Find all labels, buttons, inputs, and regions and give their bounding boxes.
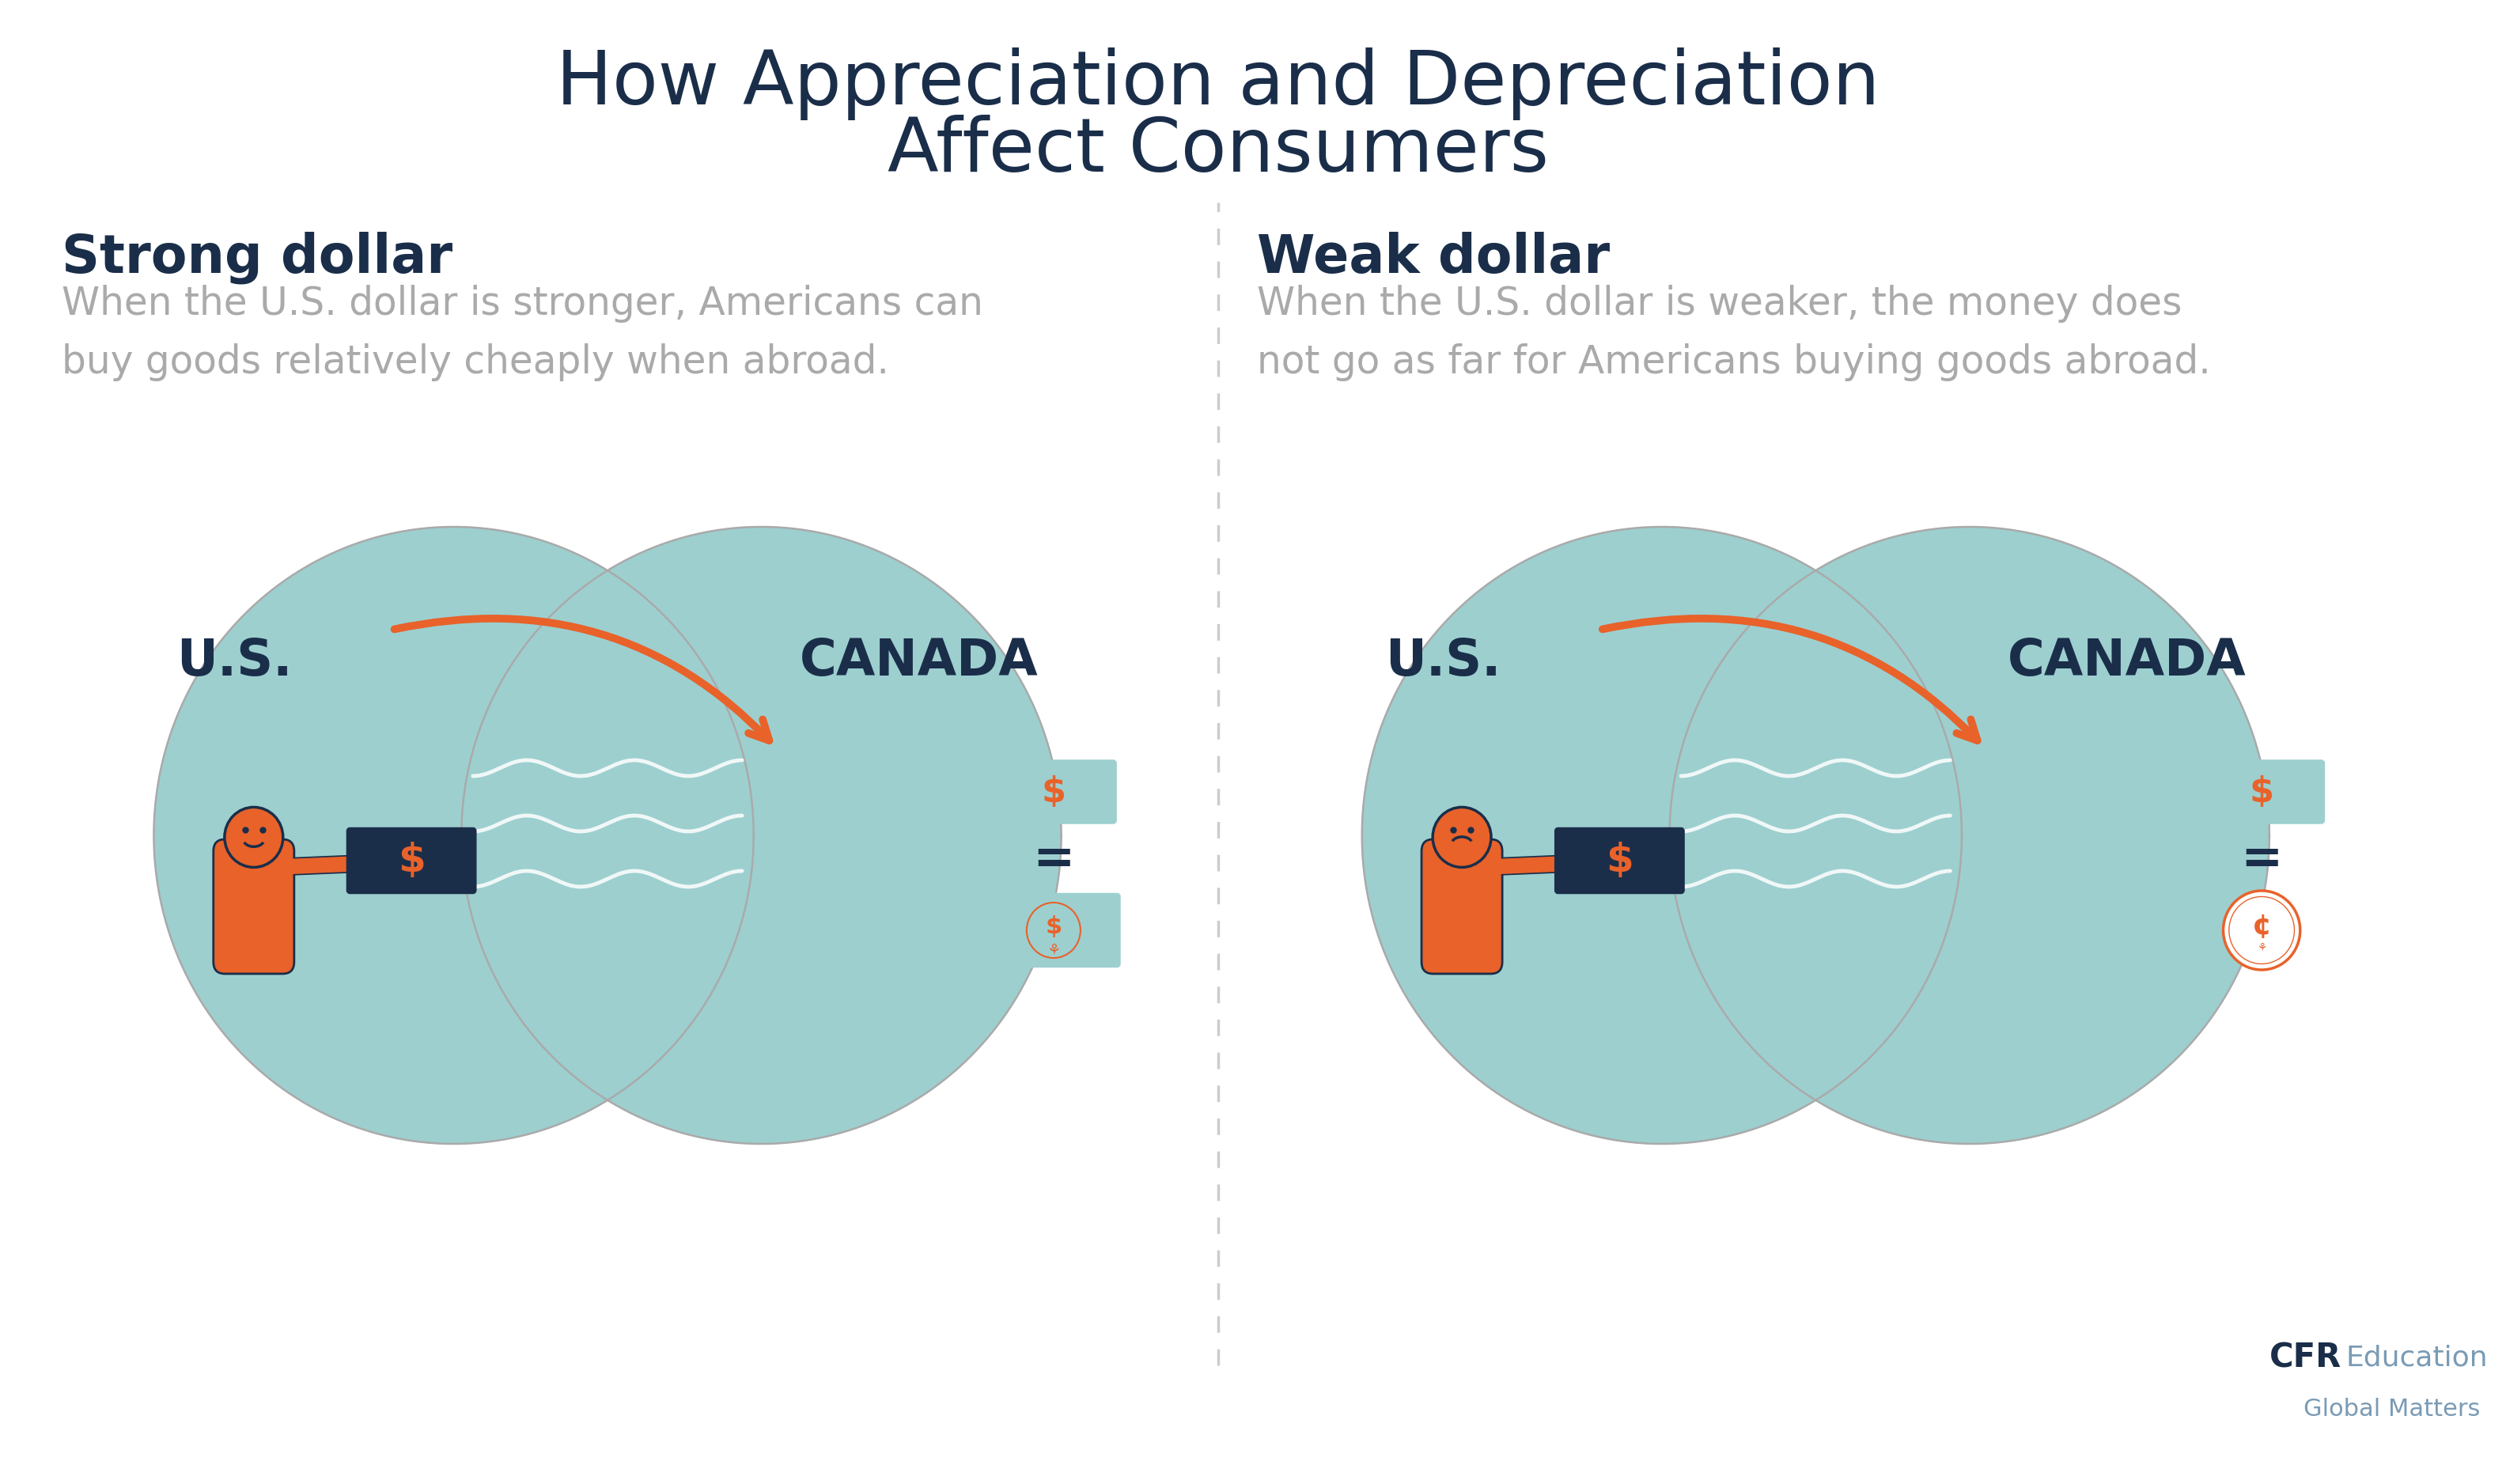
Text: U.S.: U.S. [178,637,293,686]
Text: U.S.: U.S. [1386,637,1501,686]
Text: When the U.S. dollar is stronger, Americans can
buy goods relatively cheaply whe: When the U.S. dollar is stronger, Americ… [63,285,982,381]
Text: ⚘: ⚘ [1048,942,1060,957]
FancyBboxPatch shape [987,895,1120,966]
Text: $: $ [1042,775,1065,809]
FancyBboxPatch shape [2200,761,2323,822]
Text: ¢: ¢ [2253,913,2270,939]
FancyBboxPatch shape [992,761,1115,822]
Circle shape [226,807,283,867]
Text: CFR: CFR [2270,1342,2341,1374]
Polygon shape [461,527,1060,1144]
Text: =: = [2240,834,2283,883]
FancyBboxPatch shape [213,840,293,974]
Text: $: $ [1606,841,1634,880]
Text: CANADA: CANADA [2007,637,2245,686]
Text: $: $ [398,841,426,880]
Circle shape [1433,807,1491,867]
Polygon shape [1669,527,2270,1144]
Circle shape [2223,890,2301,971]
Text: Education: Education [2346,1345,2488,1371]
Text: Affect Consumers: Affect Consumers [887,114,1549,187]
Text: ⚘: ⚘ [2258,942,2265,953]
Text: When the U.S. dollar is weaker, the money does
not go as far for Americans buyin: When the U.S. dollar is weaker, the mone… [1256,285,2210,381]
Polygon shape [1361,527,1962,1144]
Text: How Appreciation and Depreciation: How Appreciation and Depreciation [556,47,1879,120]
FancyBboxPatch shape [1556,828,1684,893]
Text: $: $ [2250,775,2273,809]
Text: Weak dollar: Weak dollar [1256,232,1609,283]
Text: $: $ [1045,914,1063,938]
FancyBboxPatch shape [348,828,476,893]
FancyArrowPatch shape [1601,619,1977,741]
Text: Strong dollar: Strong dollar [63,232,454,283]
Text: =: = [1032,834,1075,883]
Text: Global Matters: Global Matters [2303,1398,2481,1420]
Text: CANADA: CANADA [799,637,1037,686]
Polygon shape [153,527,754,1144]
FancyArrowPatch shape [393,619,769,741]
FancyBboxPatch shape [1421,840,1501,974]
